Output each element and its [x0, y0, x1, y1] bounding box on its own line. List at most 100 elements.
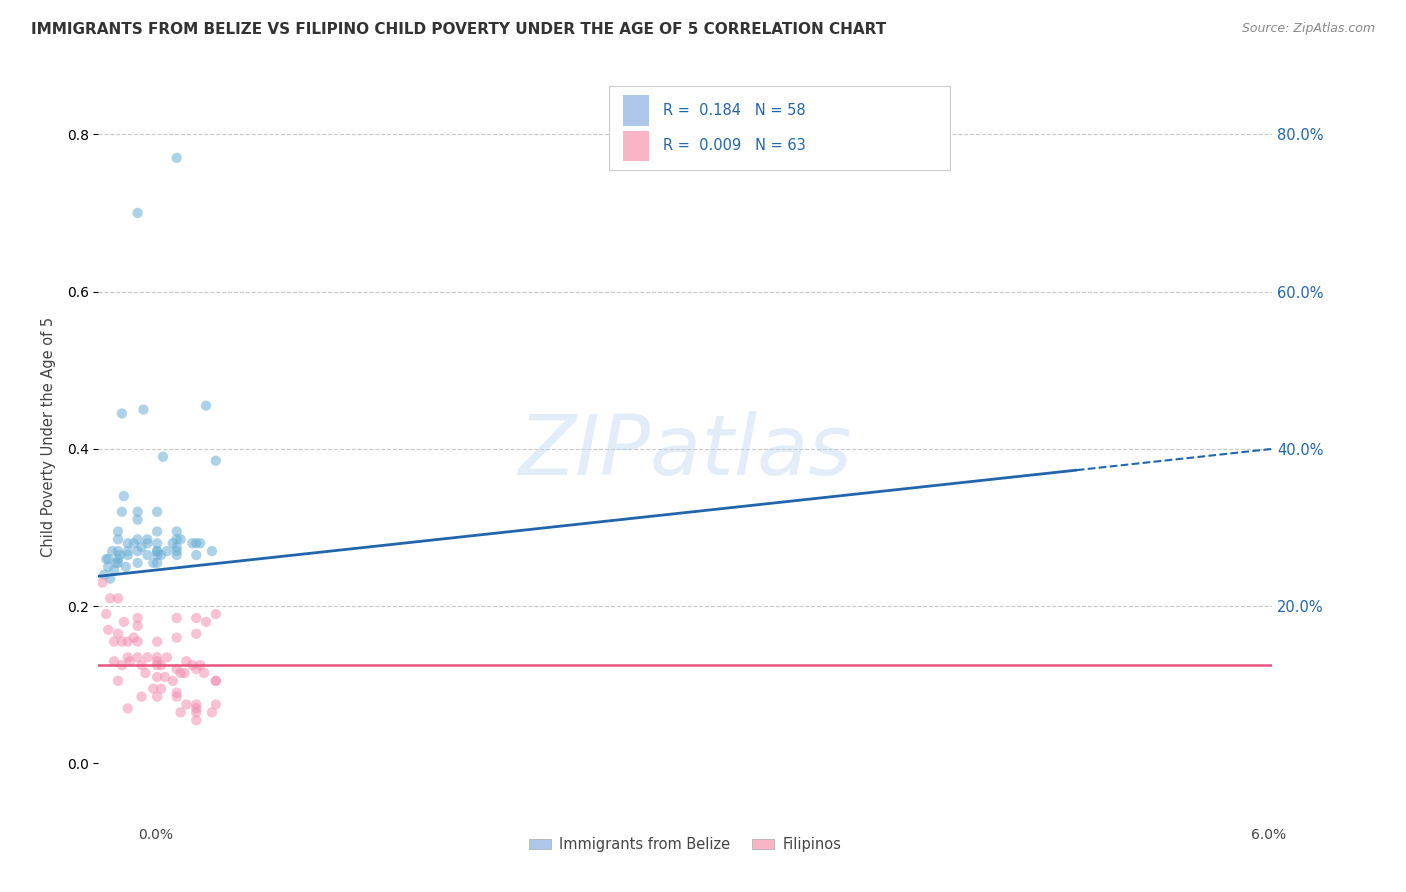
Point	[136, 533, 159, 547]
Point	[97, 623, 120, 637]
Point	[97, 552, 120, 566]
Point	[112, 615, 135, 629]
Point	[146, 650, 169, 665]
Point	[93, 567, 115, 582]
Point	[166, 151, 188, 165]
Point	[205, 673, 228, 688]
Point	[146, 524, 169, 539]
Point	[146, 658, 169, 673]
Point	[127, 513, 149, 527]
Point	[146, 505, 169, 519]
Legend: Immigrants from Belize, Filipinos: Immigrants from Belize, Filipinos	[523, 831, 848, 858]
Point	[181, 536, 204, 550]
Point	[127, 611, 149, 625]
Point	[201, 544, 224, 558]
Point	[107, 544, 129, 558]
Text: 0.0%: 0.0%	[138, 828, 173, 842]
Point	[152, 450, 174, 464]
Point	[127, 533, 149, 547]
Point	[146, 544, 169, 558]
Point	[146, 654, 169, 668]
Point	[122, 536, 145, 550]
Point	[103, 654, 125, 668]
Point	[136, 536, 159, 550]
Point	[103, 634, 125, 648]
Point	[142, 681, 165, 696]
Point	[127, 619, 149, 633]
Point	[169, 666, 191, 681]
Point	[96, 552, 118, 566]
Point	[186, 713, 208, 727]
Point	[122, 631, 145, 645]
Point	[117, 701, 139, 715]
Point	[181, 658, 204, 673]
Point	[91, 575, 114, 590]
Point	[118, 654, 141, 668]
Point	[117, 544, 139, 558]
Point	[166, 544, 188, 558]
Point	[188, 536, 211, 550]
Point	[162, 673, 184, 688]
Point	[166, 690, 188, 704]
Point	[131, 690, 153, 704]
Point	[107, 552, 129, 566]
Point	[153, 670, 176, 684]
Point	[195, 615, 218, 629]
Point	[98, 572, 121, 586]
Point	[186, 536, 208, 550]
Text: Source: ZipAtlas.com: Source: ZipAtlas.com	[1241, 22, 1375, 36]
Point	[150, 681, 173, 696]
Point	[166, 548, 188, 562]
Point	[127, 650, 149, 665]
Point	[169, 706, 191, 720]
Point	[103, 564, 125, 578]
Point	[127, 206, 149, 220]
Point	[146, 544, 169, 558]
Point	[146, 556, 169, 570]
Point	[166, 540, 188, 554]
Point	[127, 544, 149, 558]
Point	[162, 536, 184, 550]
Point	[173, 666, 195, 681]
Point	[146, 548, 169, 562]
Bar	[623, 130, 650, 161]
Point	[117, 548, 139, 562]
Point	[107, 556, 129, 570]
Point	[146, 536, 169, 550]
Point	[186, 706, 208, 720]
Text: R =  0.009   N = 63: R = 0.009 N = 63	[664, 138, 806, 153]
Point	[169, 533, 191, 547]
Point	[105, 556, 128, 570]
Point	[132, 402, 155, 417]
Point	[107, 533, 129, 547]
Point	[114, 559, 136, 574]
Point	[156, 650, 179, 665]
Point	[98, 591, 121, 606]
Point	[176, 654, 198, 668]
Point	[205, 607, 228, 621]
Point	[186, 701, 208, 715]
Point	[96, 607, 118, 621]
FancyBboxPatch shape	[609, 86, 949, 170]
Text: 6.0%: 6.0%	[1251, 828, 1286, 842]
Point	[186, 611, 208, 625]
Point	[111, 505, 134, 519]
Point	[205, 453, 228, 467]
Point	[205, 698, 228, 712]
Point	[146, 690, 169, 704]
Point	[166, 611, 188, 625]
Point	[142, 556, 165, 570]
Point	[186, 626, 208, 640]
Point	[136, 548, 159, 562]
Point	[166, 686, 188, 700]
Bar	[623, 95, 650, 126]
Point	[117, 536, 139, 550]
Point	[107, 591, 129, 606]
Point	[205, 673, 228, 688]
Point	[131, 658, 153, 673]
Point	[108, 548, 131, 562]
Point	[201, 706, 224, 720]
Text: R =  0.184   N = 58: R = 0.184 N = 58	[664, 103, 806, 119]
Point	[127, 634, 149, 648]
Point	[186, 698, 208, 712]
